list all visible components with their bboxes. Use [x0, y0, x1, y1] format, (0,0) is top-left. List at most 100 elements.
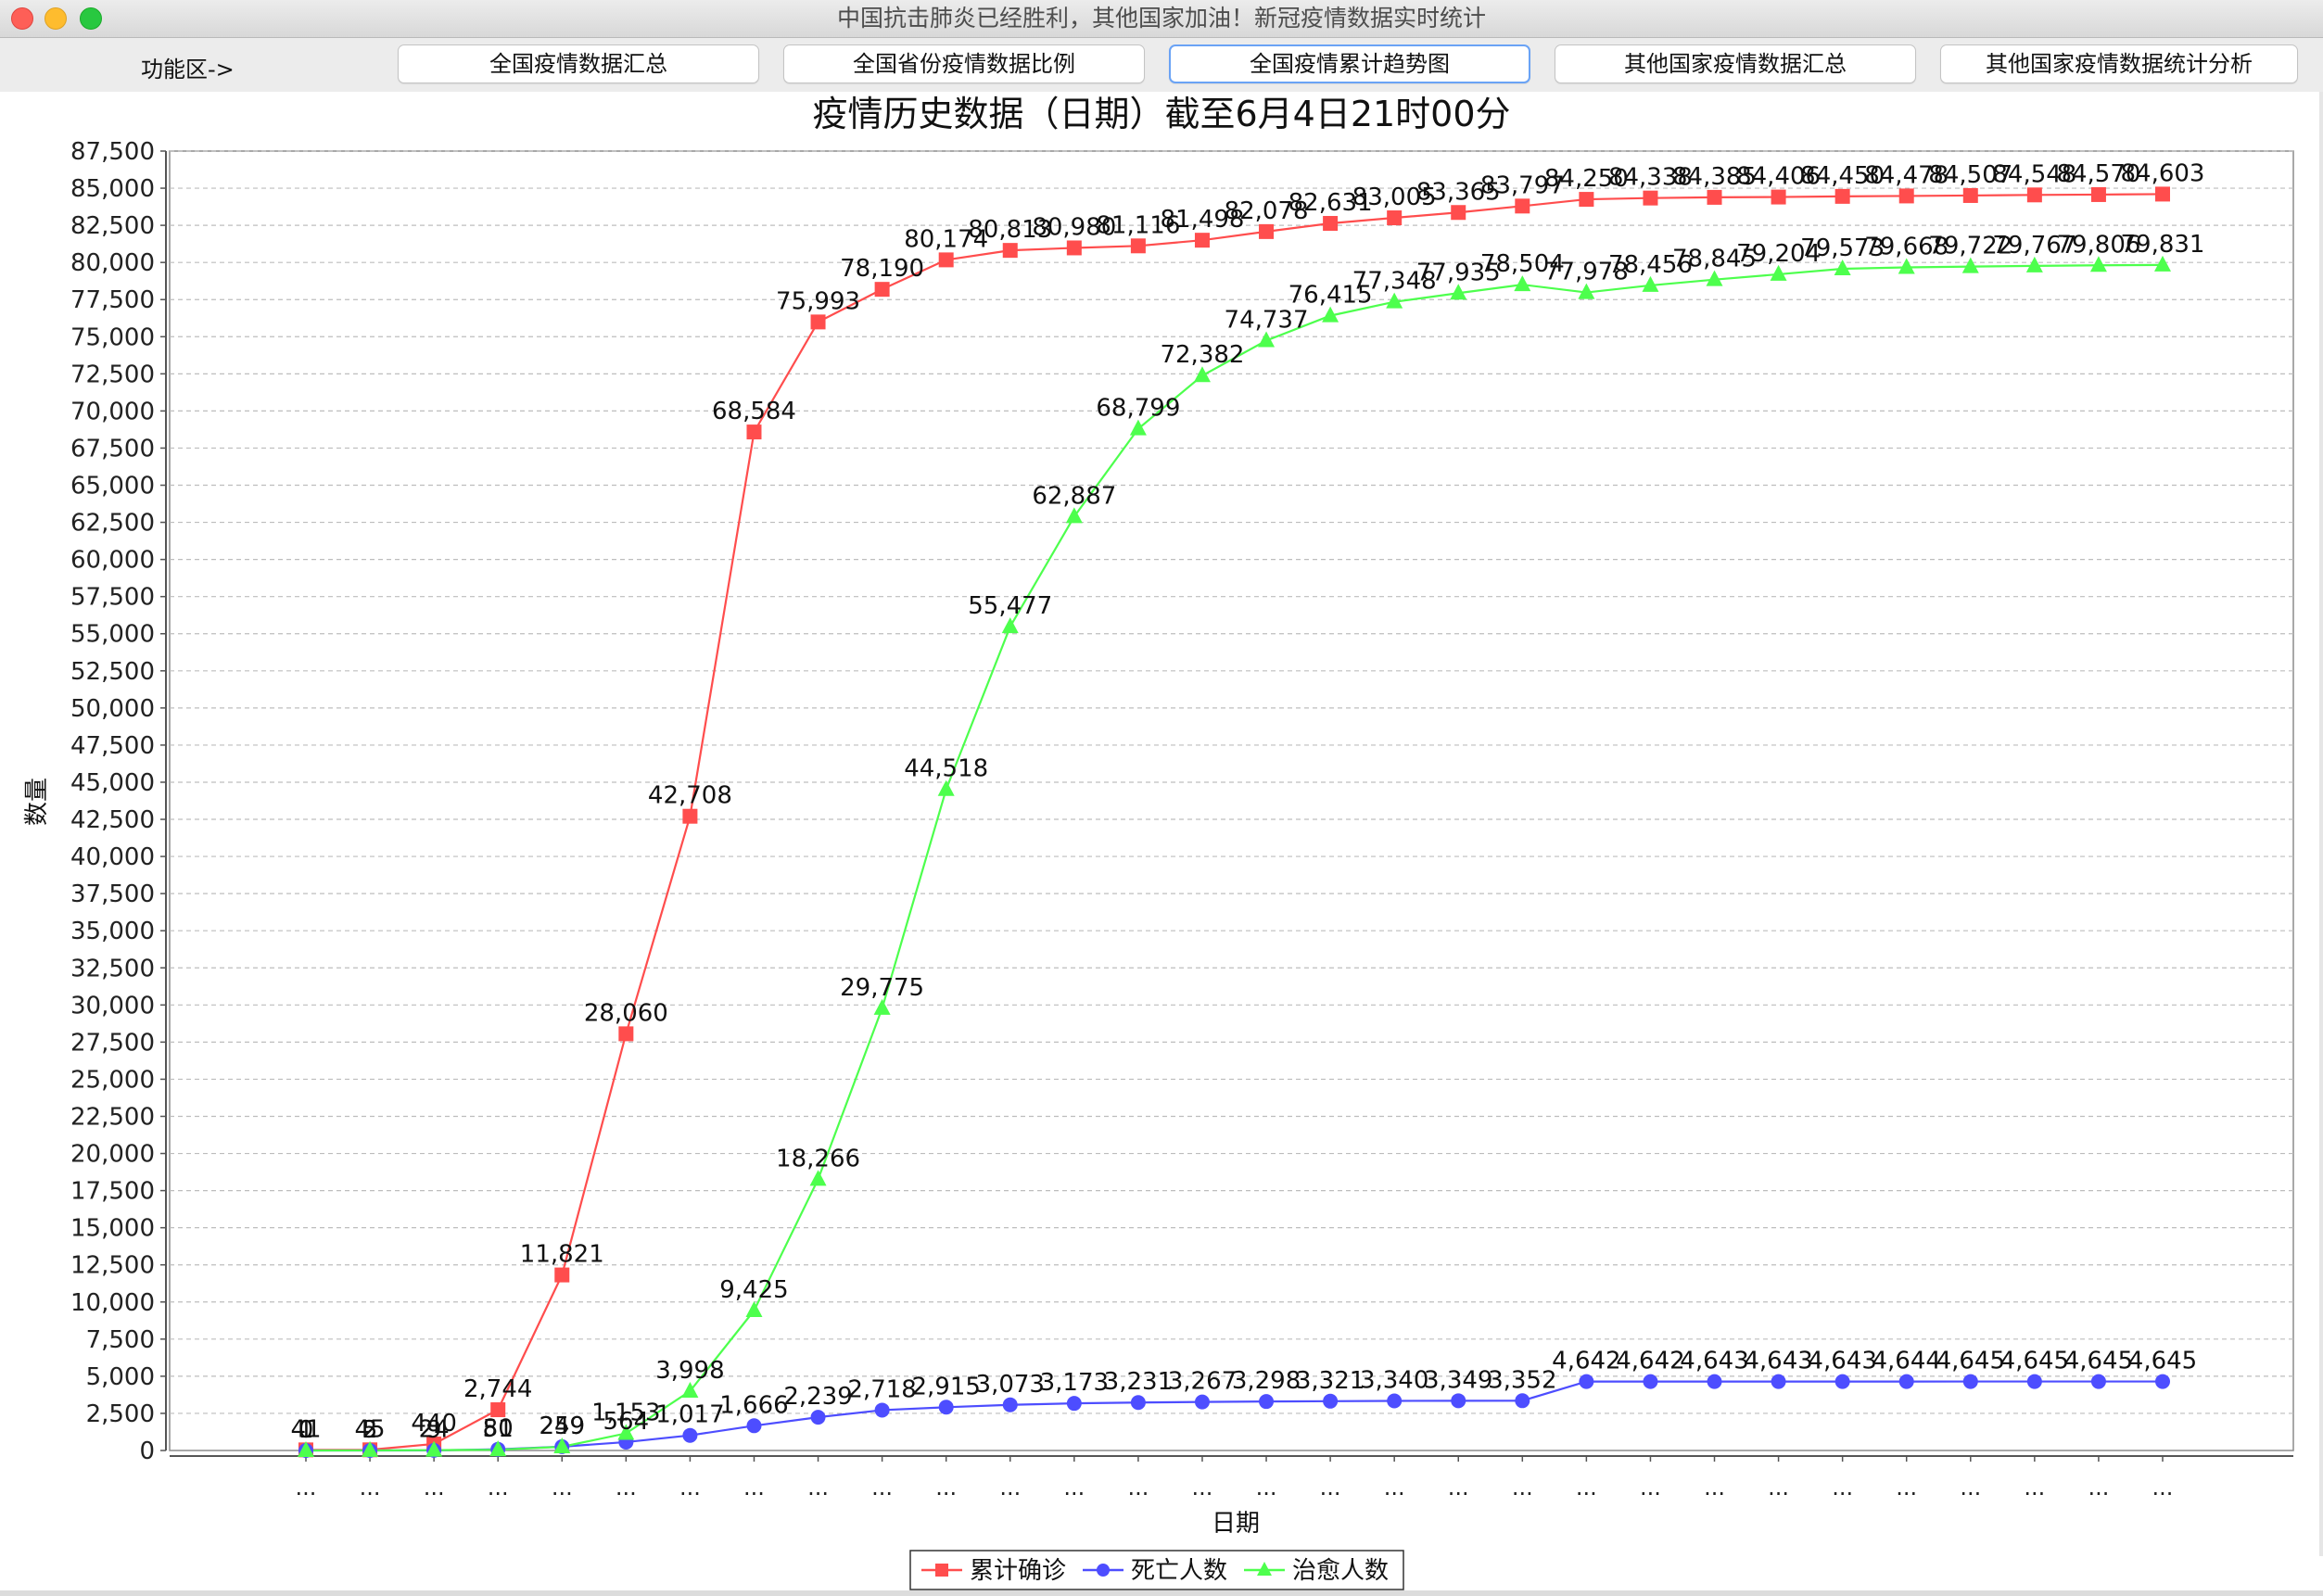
data-label: 76,415 [1288, 282, 1373, 310]
data-label: 3,349 [1424, 1366, 1492, 1394]
y-tick-label: 30,000 [70, 992, 155, 1020]
y-tick-label: 52,500 [70, 658, 155, 686]
y-tick-label: 82,500 [70, 212, 155, 240]
data-label: 82,631 [1288, 189, 1373, 217]
data-point [1387, 210, 1403, 226]
trend-chart: 疫情历史数据（日期）截至6月4日21时00分02,5005,0007,50010… [23, 94, 2294, 1590]
y-tick-label: 5,000 [86, 1363, 155, 1391]
data-point [874, 282, 890, 298]
series-line-1 [305, 1380, 2163, 1452]
data-label: 75,993 [776, 287, 860, 315]
data-point [1898, 188, 1914, 204]
national-summary-button[interactable]: 全国疫情数据汇总 [398, 44, 759, 83]
data-point [1961, 257, 1979, 273]
data-label: 2,915 [911, 1373, 980, 1400]
y-tick-label: 85,000 [70, 175, 155, 203]
data-point [1066, 240, 1082, 256]
minimize-window-button[interactable] [44, 7, 67, 30]
y-tick-label: 22,500 [70, 1103, 155, 1131]
data-label: 81,116 [1096, 211, 1180, 239]
data-point [1451, 1393, 1466, 1409]
legend-label: 治愈人数 [1292, 1557, 1389, 1585]
legend: 累计确诊 死亡人数 治愈人数 [909, 1550, 1404, 1590]
x-tick-label: ... [1127, 1475, 1149, 1501]
data-point [1706, 270, 1723, 286]
data-label: 41 [290, 1415, 321, 1443]
y-tick-label: 40,000 [70, 843, 155, 871]
national-trend-button[interactable]: 全国疫情累计趋势图 [1169, 44, 1530, 83]
data-point [1194, 233, 1210, 248]
data-label: 42,708 [648, 782, 732, 810]
x-tick-label: ... [1768, 1475, 1789, 1501]
data-label: 79,722 [1928, 233, 2012, 260]
other-countries-summary-button[interactable]: 其他国家疫情数据汇总 [1555, 44, 1916, 83]
data-label: 4,644 [1872, 1348, 1941, 1375]
x-tick-label: ... [743, 1475, 765, 1501]
data-point [1193, 366, 1211, 383]
province-ratio-button[interactable]: 全国省份疫情数据比例 [783, 44, 1145, 83]
data-label: 77,978 [1544, 259, 1629, 286]
x-tick-label: ... [2152, 1475, 2174, 1501]
data-point [1514, 275, 1531, 292]
close-window-button[interactable] [11, 7, 33, 30]
data-label: 79,767 [1992, 232, 2076, 260]
x-tick-label: ... [807, 1475, 829, 1501]
x-tick-label: ... [1192, 1475, 1213, 1501]
x-tick-label: ... [1384, 1475, 1405, 1501]
data-point [2090, 1374, 2106, 1389]
data-point [746, 424, 762, 440]
data-label: 79,831 [2121, 231, 2205, 259]
data-label: 84,603 [2121, 159, 2205, 187]
data-label: 29,775 [840, 974, 924, 1002]
data-label: 564 [603, 1408, 650, 1436]
data-label: 1,017 [655, 1401, 724, 1429]
y-tick-label: 87,500 [70, 138, 155, 166]
x-tick-label: ... [1640, 1475, 1661, 1501]
data-label: 84,338 [1608, 164, 1693, 192]
data-label: 2,239 [783, 1383, 852, 1411]
data-label: 3,231 [1104, 1368, 1173, 1396]
y-tick-label: 50,000 [70, 695, 155, 723]
data-point [745, 1300, 763, 1317]
data-point [1387, 1393, 1403, 1409]
data-label: 84,570 [2056, 160, 2140, 188]
data-label: 51 [483, 1415, 514, 1443]
data-label: 4,645 [2000, 1348, 2069, 1375]
data-point [682, 1427, 698, 1443]
x-tick-label: ... [1832, 1475, 1853, 1501]
plot-area [169, 150, 2294, 1451]
data-point [553, 1438, 571, 1454]
data-label: 78,190 [840, 255, 924, 283]
x-tick-label: ... [1512, 1475, 1533, 1501]
data-point [1515, 1393, 1530, 1409]
data-point [1770, 264, 1787, 281]
data-point [1450, 284, 1467, 300]
data-label: 249 [539, 1412, 585, 1440]
y-tick-label: 77,500 [70, 286, 155, 314]
data-label: 84,478 [1864, 161, 1949, 189]
x-tick-label: ... [1896, 1475, 1917, 1501]
data-label: 84,250 [1544, 165, 1629, 193]
data-point [682, 808, 698, 824]
x-axis-label: 日期 [1212, 1510, 1260, 1538]
data-label: 1,153 [591, 1400, 660, 1427]
scroll-edge [2319, 92, 2323, 1556]
y-tick-label: 2,500 [86, 1400, 155, 1428]
window-titlebar: 中国抗击肺炎已经胜利，其他国家加油！新冠疫情数据实时统计 [0, 0, 2323, 38]
maximize-window-button[interactable] [80, 7, 102, 30]
legend-marker [1097, 1564, 1110, 1577]
data-label: 3,998 [655, 1357, 724, 1385]
other-countries-analysis-button[interactable]: 其他国家疫情数据统计分析 [1940, 44, 2298, 83]
data-label: 1,666 [719, 1391, 788, 1419]
y-tick-label: 10,000 [70, 1289, 155, 1317]
data-point [298, 1441, 314, 1457]
x-tick-label: ... [2024, 1475, 2045, 1501]
data-label: 79,806 [2056, 231, 2140, 259]
data-label: 77,935 [1416, 259, 1501, 286]
x-tick-label: ... [999, 1475, 1021, 1501]
data-label: 80,174 [904, 225, 988, 253]
data-point [1130, 238, 1146, 254]
data-label: 84,450 [1800, 162, 1885, 190]
data-label: 3,352 [1488, 1366, 1556, 1394]
y-tick-label: 72,500 [70, 361, 155, 388]
